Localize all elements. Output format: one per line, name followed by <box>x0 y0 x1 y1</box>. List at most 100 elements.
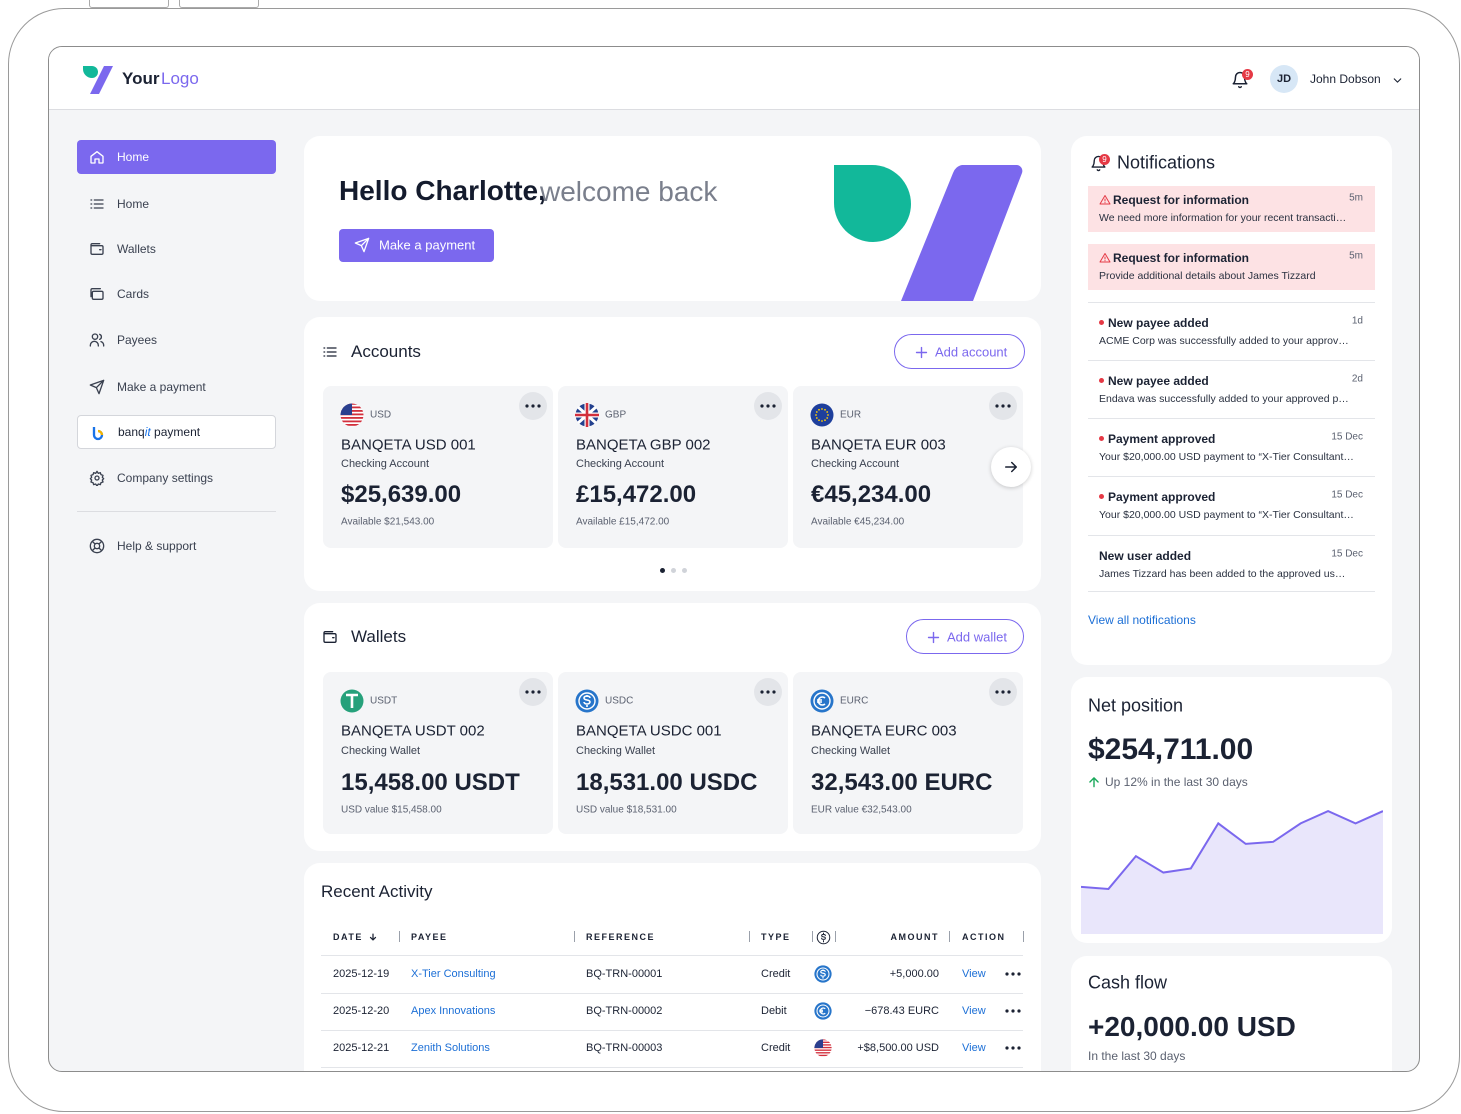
cell-action[interactable]: View <box>962 1005 986 1017</box>
more-button[interactable] <box>519 678 547 706</box>
item-name: BANQETA USD 001 <box>341 436 476 454</box>
dot <box>1007 404 1011 408</box>
balance-note: Available $21,543.00 <box>341 516 435 528</box>
card-title: Wallets <box>351 627 407 646</box>
column-header: AMOUNT <box>890 932 939 942</box>
notification-text: Your $20,000.00 USD payment to “X-Tier C… <box>1099 451 1354 463</box>
column-divider <box>835 931 836 942</box>
icon-path <box>90 288 104 300</box>
icon <box>1089 777 1099 788</box>
nav-item[interactable]: banqit payment <box>77 415 276 449</box>
cell-payee[interactable]: X-Tier Consulting <box>411 968 496 980</box>
icon-path <box>90 199 104 209</box>
icon-path <box>90 151 104 164</box>
currency-code: USDC <box>605 695 634 707</box>
notification[interactable]: Request for information 5m We need more in… <box>1088 186 1375 232</box>
notification[interactable]: Payment approved 15 Dec Your $20,000.00 US… <box>1088 418 1375 476</box>
cell-payee[interactable]: Zenith Solutions <box>411 1042 490 1054</box>
column-header: ACTION <box>962 932 1006 942</box>
dot <box>1017 1009 1021 1013</box>
view-all-link[interactable]: View all notifications <box>1088 613 1196 627</box>
item-type: Checking Wallet <box>811 745 891 757</box>
icon-path <box>1099 195 1111 205</box>
avatar[interactable]: JD <box>1270 65 1298 93</box>
item-type: Checking Account <box>576 458 665 470</box>
user-name[interactable]: John Dobson <box>1310 72 1381 86</box>
icon <box>1005 461 1017 473</box>
notification-text: James Tizzard has been added to the appr… <box>1099 568 1346 580</box>
button-label: Add wallet <box>947 629 1007 645</box>
notification-time: 2d <box>1351 373 1363 385</box>
balance-note: Available €45,234.00 <box>811 516 905 528</box>
cell-payee[interactable]: Apex Innovations <box>411 1005 496 1017</box>
nav-item[interactable]: Home <box>77 187 276 221</box>
notification[interactable]: New payee added 2d Endava was successfully… <box>1088 360 1375 418</box>
dots <box>760 690 776 694</box>
more-button[interactable] <box>754 392 782 420</box>
currency-icon <box>810 403 834 427</box>
next-button[interactable] <box>991 447 1031 487</box>
nav-item[interactable]: Wallets <box>77 232 276 266</box>
dot <box>537 690 541 694</box>
currency-icon <box>575 689 599 713</box>
make-payment-button[interactable]: Make a payment <box>339 229 494 262</box>
dot <box>1005 1046 1009 1050</box>
icon-part <box>818 408 820 411</box>
dot <box>766 404 770 408</box>
more-button[interactable] <box>519 392 547 420</box>
nav-item[interactable]: Cards <box>77 277 276 311</box>
nav-item[interactable]: Company settings <box>77 461 276 495</box>
nav-item[interactable]: Make a payment <box>77 370 276 404</box>
nav-item[interactable]: Help & support <box>77 529 276 563</box>
icon <box>1099 253 1111 263</box>
flag-stripe <box>340 417 364 419</box>
dot <box>1001 404 1005 408</box>
add-button[interactable]: Add account <box>894 334 1025 369</box>
nav-item[interactable]: Home <box>77 140 276 174</box>
net-position-card: Net position $254,711.00 Up 12% in the l… <box>1071 677 1392 943</box>
notification-title: Request for information <box>1113 251 1250 265</box>
more-button[interactable] <box>999 1034 1027 1062</box>
nav-label: Help & support <box>117 539 197 553</box>
nav-item[interactable]: Payees <box>77 323 276 357</box>
balance: 32,543.00 EURC <box>811 769 993 796</box>
column-divider <box>749 931 750 942</box>
flag <box>814 1039 832 1057</box>
icon-part <box>817 696 826 706</box>
more-button[interactable] <box>989 392 1017 420</box>
icon <box>927 631 939 643</box>
user-menu-chevron[interactable] <box>1390 73 1404 87</box>
icon-part <box>819 1007 826 1015</box>
cell-action[interactable]: View <box>962 968 986 980</box>
greeting-subtitle: welcome back <box>540 176 718 207</box>
more-button[interactable] <box>999 997 1027 1025</box>
notification[interactable]: Request for information 5m Provide additio… <box>1088 244 1375 290</box>
item-name: BANQETA USDT 002 <box>341 722 485 740</box>
notification[interactable]: New user added 15 Dec James Tizzard has be… <box>1088 535 1375 593</box>
nav-label: Wallets <box>117 242 156 256</box>
row-border <box>321 993 1023 994</box>
nav-label: Home <box>117 197 150 211</box>
notification[interactable]: New payee added 1d ACME Corp was successfu… <box>1088 302 1375 360</box>
flag-canton <box>340 403 352 415</box>
area <box>1081 811 1383 934</box>
icon <box>90 243 104 255</box>
currency-icon <box>814 965 832 983</box>
cell-date: 2025-12-20 <box>333 1005 390 1017</box>
cell-action[interactable]: View <box>962 1042 986 1054</box>
item-card: GBP BANQETA GBP 002 Checking Account £15,47… <box>558 386 788 548</box>
icon <box>89 538 105 554</box>
notification-bell[interactable] <box>1229 69 1251 91</box>
more-button[interactable] <box>999 960 1027 988</box>
more-button[interactable] <box>989 678 1017 706</box>
dots <box>995 690 1011 694</box>
icon-part <box>826 417 829 419</box>
column-divider <box>949 931 950 942</box>
notification-time: 15 Dec <box>1331 548 1363 560</box>
notification[interactable]: Payment approved 15 Dec Your $20,000.00 US… <box>1088 476 1375 534</box>
notification-time: 15 Dec <box>1331 431 1363 443</box>
add-button[interactable]: Add wallet <box>906 619 1024 654</box>
more-button[interactable] <box>754 678 782 706</box>
icon <box>915 346 927 358</box>
